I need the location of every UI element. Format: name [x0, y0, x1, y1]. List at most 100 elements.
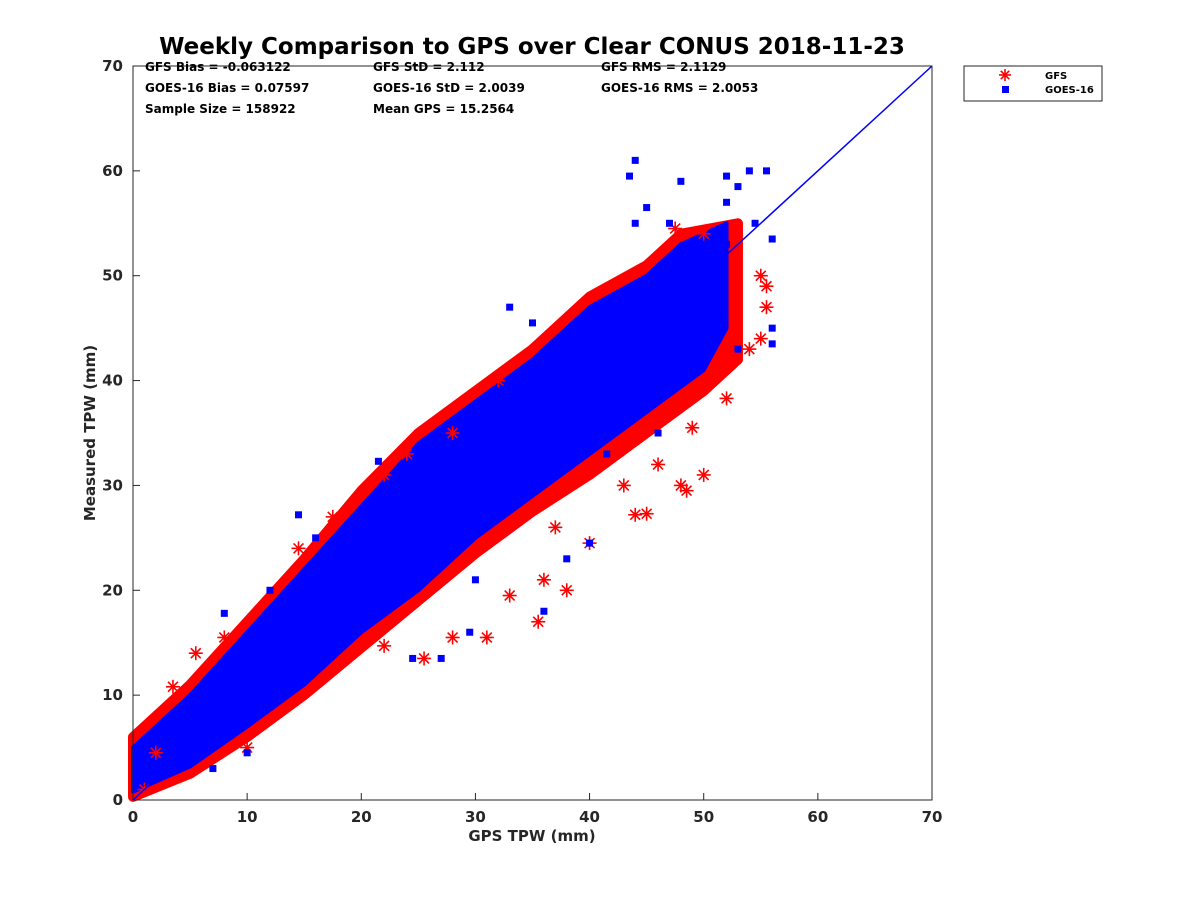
goes16-point — [586, 539, 594, 547]
gfs-point — [479, 630, 494, 645]
legend-goes-label: GOES-16 — [1045, 85, 1094, 96]
stat-text: GOES-16 RMS = 2.0053 — [601, 81, 758, 95]
gfs-point — [559, 583, 574, 598]
gfs-point — [188, 646, 203, 661]
legend: GFS GOES-16 — [963, 65, 1103, 102]
stat-text: GOES-16 Bias = 0.07597 — [145, 81, 309, 95]
gfs-point — [679, 483, 694, 498]
gfs-point — [639, 506, 654, 521]
x-tick-label: 20 — [351, 808, 372, 826]
y-tick-label: 0 — [113, 791, 123, 809]
x-tick-label: 0 — [128, 808, 138, 826]
x-axis-label: GPS TPW (mm) — [468, 827, 595, 845]
legend-gfs-marker — [999, 69, 1011, 81]
goes16-point — [723, 198, 731, 206]
goes16-point — [603, 450, 611, 458]
goes16-point — [631, 156, 639, 164]
goes16-point — [751, 219, 759, 227]
goes16-point — [409, 654, 417, 662]
gfs-point — [616, 478, 631, 493]
goes16-point — [374, 457, 382, 465]
stat-text: Mean GPS = 15.2564 — [373, 102, 514, 116]
goes16-point — [762, 167, 770, 175]
goes16-point — [437, 654, 445, 662]
y-tick-label: 10 — [102, 686, 123, 704]
goes16-point — [540, 607, 548, 615]
gfs-point — [445, 426, 460, 440]
x-tick-label: 70 — [922, 808, 943, 826]
legend-gfs-label: GFS — [1045, 71, 1067, 82]
goes16-point — [209, 765, 217, 773]
gfs-point — [148, 745, 163, 760]
goes16-point — [723, 172, 731, 180]
goes16-point — [631, 219, 639, 227]
gfs-point — [753, 268, 768, 283]
gfs-point — [628, 507, 643, 522]
goes16-point — [466, 628, 474, 636]
y-tick-label: 40 — [102, 372, 123, 390]
gfs-point — [377, 638, 392, 653]
y-tick-label: 20 — [102, 581, 123, 599]
gfs-point — [165, 679, 180, 694]
gfs-point — [753, 331, 768, 346]
y-tick-label: 70 — [102, 57, 123, 75]
gfs-point — [696, 226, 711, 241]
gfs-point — [685, 420, 700, 435]
goes16-point — [734, 345, 742, 353]
x-tick-label: 40 — [579, 808, 600, 826]
goes16-point — [677, 177, 685, 185]
goes16-point — [529, 319, 536, 327]
goes16-point — [745, 167, 753, 175]
y-tick-label: 30 — [102, 476, 123, 494]
stat-text: GFS StD = 2.112 — [373, 60, 485, 74]
gfs-point — [759, 300, 774, 315]
goes16-point — [768, 324, 776, 332]
goes16-point — [471, 576, 479, 584]
x-tick-label: 30 — [465, 808, 486, 826]
gfs-point — [548, 520, 563, 535]
y-tick-label: 50 — [102, 267, 123, 285]
x-tick-label: 10 — [237, 808, 258, 826]
gfs-point — [445, 630, 460, 645]
gfs-point — [536, 572, 551, 587]
y-axis-label: Measured TPW (mm) — [81, 345, 99, 521]
goes16-point — [563, 555, 571, 563]
legend-gfs-asterisk — [999, 69, 1011, 81]
gfs-point — [651, 457, 666, 472]
one-to-one-line — [132, 65, 933, 801]
legend-box — [963, 65, 1103, 102]
gfs-point — [742, 342, 757, 357]
stat-text: GOES-16 StD = 2.0039 — [373, 81, 525, 95]
x-tick-label: 50 — [693, 808, 714, 826]
gfs-point — [325, 509, 340, 524]
stat-text: GFS RMS = 2.1129 — [601, 60, 726, 74]
gfs-point — [491, 373, 506, 388]
chart-title: Weekly Comparison to GPS over Clear CONU… — [159, 34, 905, 60]
plot-frame — [132, 65, 933, 801]
gfs-point — [531, 614, 546, 629]
y-tick-label: 60 — [102, 162, 123, 180]
x-tick-label: 60 — [807, 808, 828, 826]
goes16-point — [506, 303, 514, 311]
goes16-point — [768, 340, 776, 348]
legend-goes-marker — [1002, 86, 1009, 93]
goes16-point — [243, 749, 251, 757]
stat-text: Sample Size = 158922 — [145, 102, 296, 116]
goes16-point — [643, 204, 651, 212]
goes16-point — [723, 240, 731, 248]
gfs-point — [291, 541, 306, 556]
goes16-point — [768, 235, 776, 243]
goes16-point — [665, 219, 673, 227]
gfs-point — [377, 467, 392, 482]
goes16-point — [626, 172, 634, 180]
gfs-point — [502, 588, 517, 603]
gfs-point — [399, 446, 414, 461]
goes16-point — [220, 609, 228, 617]
gfs-point — [217, 630, 232, 645]
goes16-point — [312, 534, 320, 542]
gfs-point — [696, 467, 711, 482]
goes-dense-cloud — [131, 221, 729, 794]
goes16-point — [266, 586, 274, 594]
gfs-point — [719, 391, 734, 406]
